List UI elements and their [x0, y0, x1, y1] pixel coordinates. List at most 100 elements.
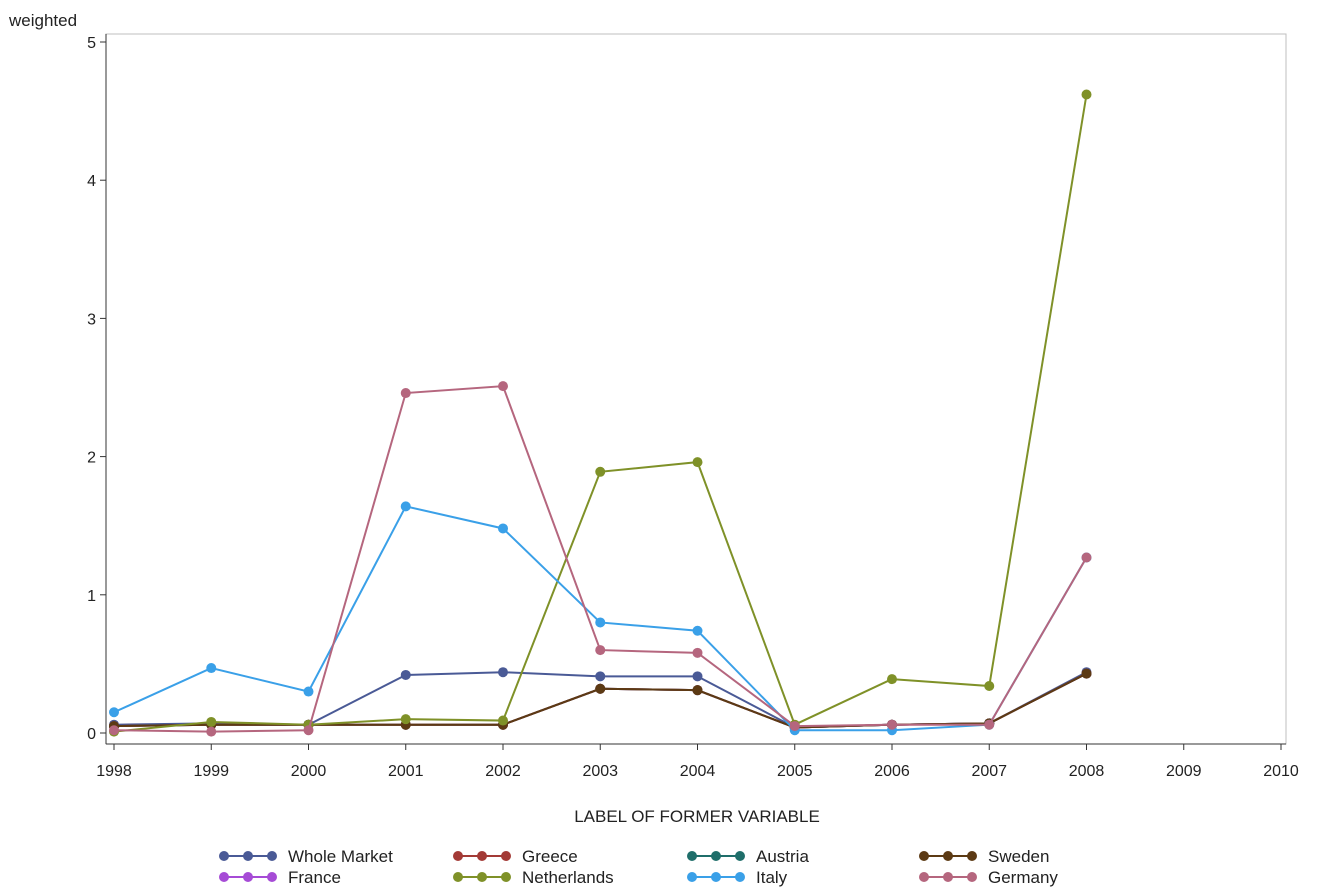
data-point-italy	[303, 686, 314, 697]
x-tick-label: 2009	[1166, 763, 1202, 780]
legend-item-netherlands: Netherlands	[453, 868, 614, 887]
x-tick-label: 2005	[777, 763, 813, 780]
legend-swatch-marker	[711, 851, 721, 861]
y-axis: 0 1 2 3 4 5	[87, 35, 106, 743]
data-point-netherlands	[1081, 89, 1092, 100]
data-point-germany	[984, 719, 995, 730]
legend-swatch-marker	[943, 872, 953, 882]
data-point-netherlands	[206, 716, 217, 727]
data-point-netherlands	[595, 466, 606, 477]
data-point-italy	[206, 663, 217, 674]
x-tick-label: 2001	[388, 763, 424, 780]
legend-label: Whole Market	[288, 847, 393, 866]
legend-item-italy: Italy	[687, 868, 788, 887]
series-layer	[109, 89, 1092, 737]
x-tick-label: 2003	[582, 763, 618, 780]
legend-label: Germany	[988, 868, 1058, 887]
series-netherlands	[109, 89, 1092, 737]
legend-swatch-marker	[735, 851, 745, 861]
data-point-italy	[400, 501, 411, 512]
x-tick-label: 2007	[971, 763, 1007, 780]
legend-label: Greece	[522, 847, 578, 866]
data-point-italy	[692, 625, 703, 636]
data-point-italy	[595, 617, 606, 628]
series-line-netherlands	[113, 94, 1088, 733]
data-point-whole-market	[595, 671, 606, 682]
legend-swatch-marker	[477, 851, 487, 861]
data-point-sweden	[692, 685, 703, 696]
legend-item-france: France	[219, 868, 341, 887]
plot-frame	[105, 33, 1287, 745]
data-point-germany	[1081, 552, 1092, 563]
data-point-germany	[498, 381, 508, 392]
data-point-sweden	[1081, 668, 1092, 679]
series-germany	[109, 381, 1092, 737]
legend-swatch-marker	[687, 872, 697, 882]
data-point-germany	[109, 725, 119, 736]
y-axis-title: weighted	[8, 11, 77, 30]
legend-label: Sweden	[988, 847, 1049, 866]
legend-swatch-marker	[967, 872, 977, 882]
data-point-germany	[206, 726, 217, 737]
data-point-netherlands	[498, 715, 508, 726]
legend-label: Netherlands	[522, 868, 614, 887]
legend-swatch-marker	[711, 872, 721, 882]
x-tick-label: 2006	[874, 763, 910, 780]
y-tick-label: 4	[87, 173, 96, 190]
legend-swatch-marker	[219, 872, 229, 882]
data-point-whole-market	[498, 667, 508, 678]
y-tick-label: 5	[87, 35, 96, 52]
legend-swatch-marker	[267, 872, 277, 882]
x-axis: 1998 1999 2000 2001 2002 2003 2004 2005 2006 2007…	[96, 744, 1299, 780]
legend-label: Austria	[756, 847, 809, 866]
series-italy	[109, 501, 1092, 736]
y-tick-label: 2	[87, 450, 96, 467]
plot-border	[105, 33, 1287, 745]
data-point-sweden	[595, 683, 606, 694]
x-axis-title: LABEL OF FORMER VARIABLE	[574, 807, 820, 826]
data-point-whole-market	[692, 671, 703, 682]
legend-swatch-marker	[267, 851, 277, 861]
data-point-netherlands	[984, 681, 995, 692]
x-tick-label: 2002	[485, 763, 521, 780]
legend-item-greece: Greece	[453, 847, 578, 866]
legend-label: Italy	[756, 868, 788, 887]
legend-swatch-marker	[943, 851, 953, 861]
x-tick-label: 1999	[193, 763, 229, 780]
legend-swatch-marker	[919, 872, 929, 882]
x-tick-label: 2000	[291, 763, 327, 780]
legend-swatch-marker	[501, 851, 511, 861]
legend-item-germany: Germany	[919, 868, 1058, 887]
legend-item-sweden: Sweden	[919, 847, 1049, 866]
data-point-netherlands	[887, 674, 897, 685]
data-point-germany	[887, 719, 897, 730]
data-point-germany	[595, 645, 606, 656]
data-point-netherlands	[400, 714, 411, 725]
legend-swatch-marker	[501, 872, 511, 882]
legend: Whole Market Greece Austria Sweden France Net…	[219, 847, 1058, 887]
x-tick-label: 2008	[1069, 763, 1105, 780]
data-point-whole-market	[400, 669, 411, 680]
legend-swatch-marker	[735, 872, 745, 882]
legend-swatch-marker	[967, 851, 977, 861]
data-point-germany	[692, 647, 703, 658]
legend-swatch-marker	[477, 872, 487, 882]
legend-swatch-marker	[919, 851, 929, 861]
legend-item-whole-market: Whole Market	[219, 847, 393, 866]
legend-swatch-marker	[453, 872, 463, 882]
data-point-italy	[498, 523, 508, 534]
x-tick-label: 2004	[680, 763, 716, 780]
legend-swatch-marker	[243, 851, 253, 861]
legend-label: France	[288, 868, 341, 887]
legend-swatch-marker	[219, 851, 229, 861]
x-tick-label: 1998	[96, 763, 132, 780]
legend-item-austria: Austria	[687, 847, 809, 866]
data-point-germany	[303, 725, 314, 736]
data-point-germany	[789, 721, 800, 732]
legend-swatch-marker	[453, 851, 463, 861]
y-tick-label: 0	[87, 726, 96, 743]
data-point-germany	[400, 388, 411, 399]
data-point-italy	[109, 707, 119, 718]
